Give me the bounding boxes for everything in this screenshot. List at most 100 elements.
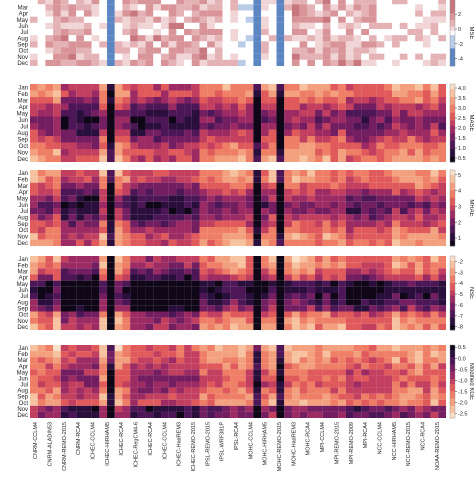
heatmap-cell — [268, 411, 277, 418]
heatmap-cell — [291, 214, 300, 221]
heatmap-cell — [45, 256, 54, 263]
heatmap-cell — [168, 280, 177, 287]
heatmap-cell — [137, 405, 146, 412]
heatmap-cell — [160, 393, 169, 400]
heatmap-cell — [384, 110, 393, 117]
heatmap-cell — [191, 357, 200, 364]
heatmap-cell — [207, 233, 215, 240]
heatmap-cell — [361, 411, 370, 418]
heatmap-cell — [176, 345, 185, 352]
heatmap-cell — [276, 136, 285, 143]
heatmap-cell — [253, 201, 262, 208]
heatmap-cell — [407, 10, 416, 17]
heatmap-cell — [353, 35, 362, 42]
heatmap-cell — [322, 375, 331, 382]
heatmap-cell — [176, 268, 185, 275]
heatmap-cell — [37, 375, 46, 382]
heatmap-cell — [153, 195, 162, 202]
heatmap-cell — [307, 405, 316, 412]
panel-mrae: JanFebMarAprMayJunJulAugSepOctNovDec5432… — [17, 169, 474, 247]
heatmap-cell — [153, 239, 162, 246]
heatmap-cell — [68, 299, 77, 306]
heatmap-cell — [422, 208, 431, 215]
heatmap-cell — [137, 59, 146, 66]
heatmap-cell — [261, 317, 269, 324]
heatmap-cell — [384, 305, 393, 312]
colorbar-tick-label: 1.5 — [458, 136, 466, 142]
row-label: Mar — [18, 5, 28, 11]
heatmap-cell — [145, 369, 154, 376]
heatmap-cell — [384, 220, 393, 227]
heatmap-cell — [353, 110, 362, 117]
heatmap-cell — [245, 214, 254, 221]
heatmap-cell — [99, 317, 108, 324]
heatmap-cell — [276, 53, 285, 60]
heatmap-cell — [253, 47, 262, 54]
heatmap-cell — [145, 399, 154, 406]
heatmap-cell — [53, 256, 61, 263]
heatmap-cell — [30, 239, 38, 246]
heatmap-cell — [191, 155, 200, 162]
heatmap-cell — [207, 84, 215, 91]
heatmap-cell — [376, 201, 385, 208]
heatmap-cell — [168, 393, 177, 400]
heatmap-cell — [276, 280, 285, 287]
heatmap-cell — [276, 323, 285, 330]
row-label: Dec — [17, 241, 28, 247]
heatmap-cell — [184, 357, 192, 364]
heatmap-cell — [60, 123, 69, 130]
heatmap-cell — [145, 299, 154, 306]
heatmap-cell — [68, 220, 77, 227]
heatmap-cell — [68, 256, 77, 263]
heatmap-cell — [415, 345, 423, 352]
heatmap-cell — [353, 170, 362, 177]
heatmap-cell — [322, 274, 331, 281]
heatmap-cell — [392, 317, 400, 324]
heatmap-cell — [399, 47, 408, 54]
heatmap-cell — [376, 149, 385, 156]
heatmap-cell — [384, 142, 393, 149]
heatmap-cell — [276, 233, 285, 240]
heatmap-cell — [60, 41, 69, 48]
heatmap-cell — [114, 405, 123, 412]
heatmap-cell — [238, 286, 246, 293]
heatmap-cell — [284, 110, 292, 117]
heatmap-cell — [207, 97, 215, 104]
heatmap-cell — [176, 375, 185, 382]
heatmap-cell — [222, 195, 231, 202]
heatmap-cell — [330, 189, 339, 196]
heatmap-cell — [330, 393, 339, 400]
heatmap-cell — [284, 220, 292, 227]
heatmap-cell — [322, 293, 331, 300]
heatmap-cell — [91, 305, 100, 312]
heatmap-cell — [338, 357, 346, 364]
heatmap-cell — [407, 299, 416, 306]
heatmap-cell — [45, 214, 54, 221]
heatmap-cell — [99, 268, 108, 275]
heatmap-cell — [91, 201, 100, 208]
heatmap-cell — [76, 345, 84, 352]
heatmap-cell — [137, 103, 146, 110]
heatmap-cell — [338, 214, 346, 221]
heatmap-cell — [322, 182, 331, 189]
heatmap-cell — [438, 280, 447, 287]
heatmap-cell — [422, 0, 431, 5]
heatmap-cell — [83, 29, 92, 36]
colorbar-segment — [450, 117, 455, 121]
heatmap-cell — [68, 293, 77, 300]
heatmap-cell — [160, 201, 169, 208]
heatmap-cell — [53, 116, 61, 123]
heatmap-cell — [168, 311, 177, 318]
heatmap-cell — [307, 142, 316, 149]
heatmap-cell — [214, 29, 223, 36]
heatmap-cell — [415, 176, 423, 183]
heatmap-cell — [307, 262, 316, 269]
heatmap-cell — [392, 381, 400, 388]
heatmap-cell — [122, 176, 131, 183]
heatmap-cell — [291, 311, 300, 318]
heatmap-cell — [160, 357, 169, 364]
heatmap-cell — [291, 268, 300, 275]
heatmap-cell — [245, 116, 254, 123]
heatmap-cell — [407, 369, 416, 376]
heatmap-cell — [322, 305, 331, 312]
